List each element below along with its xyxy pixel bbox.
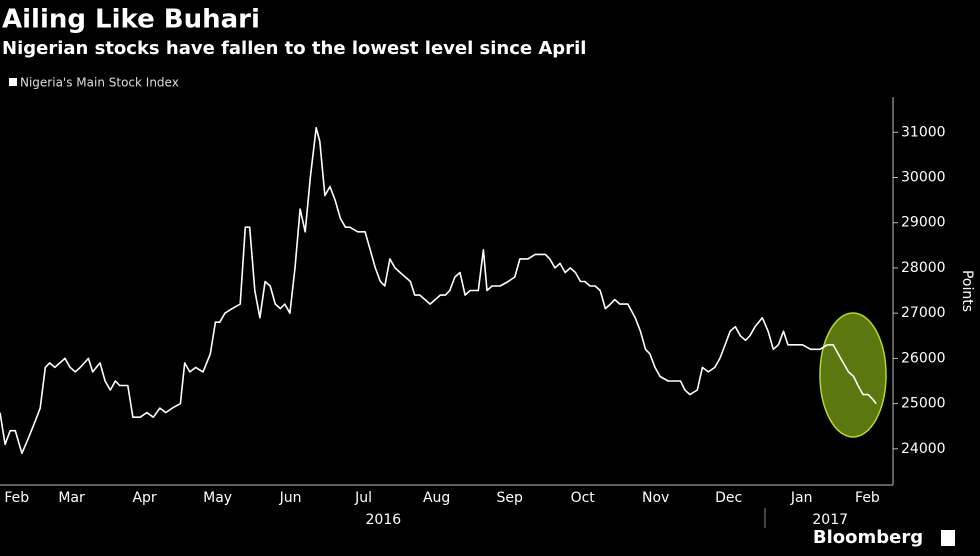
chart-title: Ailing Like Buhari [2,5,260,35]
y-tick-label: 30000 [901,169,946,185]
x-tick-label: Jun [279,490,302,506]
x-tick-label: Aug [423,490,450,506]
x-tick-label: Feb [855,490,880,506]
line [0,127,877,455]
y-axis-label: Points [959,270,975,312]
x-tick-label: Apr [132,490,156,506]
y-tick-label: 26000 [901,350,946,366]
y-tick-label: 28000 [901,260,946,276]
x-group-label: 2017 [812,512,848,528]
x-tick-label: Jan [790,490,813,506]
x-tick-label: Jul [354,490,372,506]
legend-label: Nigeria's Main Stock Index [20,76,179,90]
x-tick-label: Mar [58,490,85,506]
x-group-label: 2016 [366,512,402,528]
y-tick-label: 31000 [901,124,946,140]
y-tick-label: 27000 [901,305,946,321]
x-tick-label: Sep [496,490,523,506]
legend-swatch [9,78,17,86]
x-tick-label: Feb [4,490,29,506]
brand-icon [941,530,955,546]
y-tick-label: 29000 [901,215,946,231]
chart-subtitle: Nigerian stocks have fallen to the lowes… [2,38,586,59]
x-tick-label: May [203,490,232,506]
brand: Bloomberg [813,527,923,548]
x-tick-label: Oct [571,490,596,506]
y-tick-label: 24000 [901,441,946,457]
x-tick-label: Nov [642,490,669,506]
x-tick-label: Dec [715,490,742,506]
y-tick-label: 25000 [901,396,946,412]
